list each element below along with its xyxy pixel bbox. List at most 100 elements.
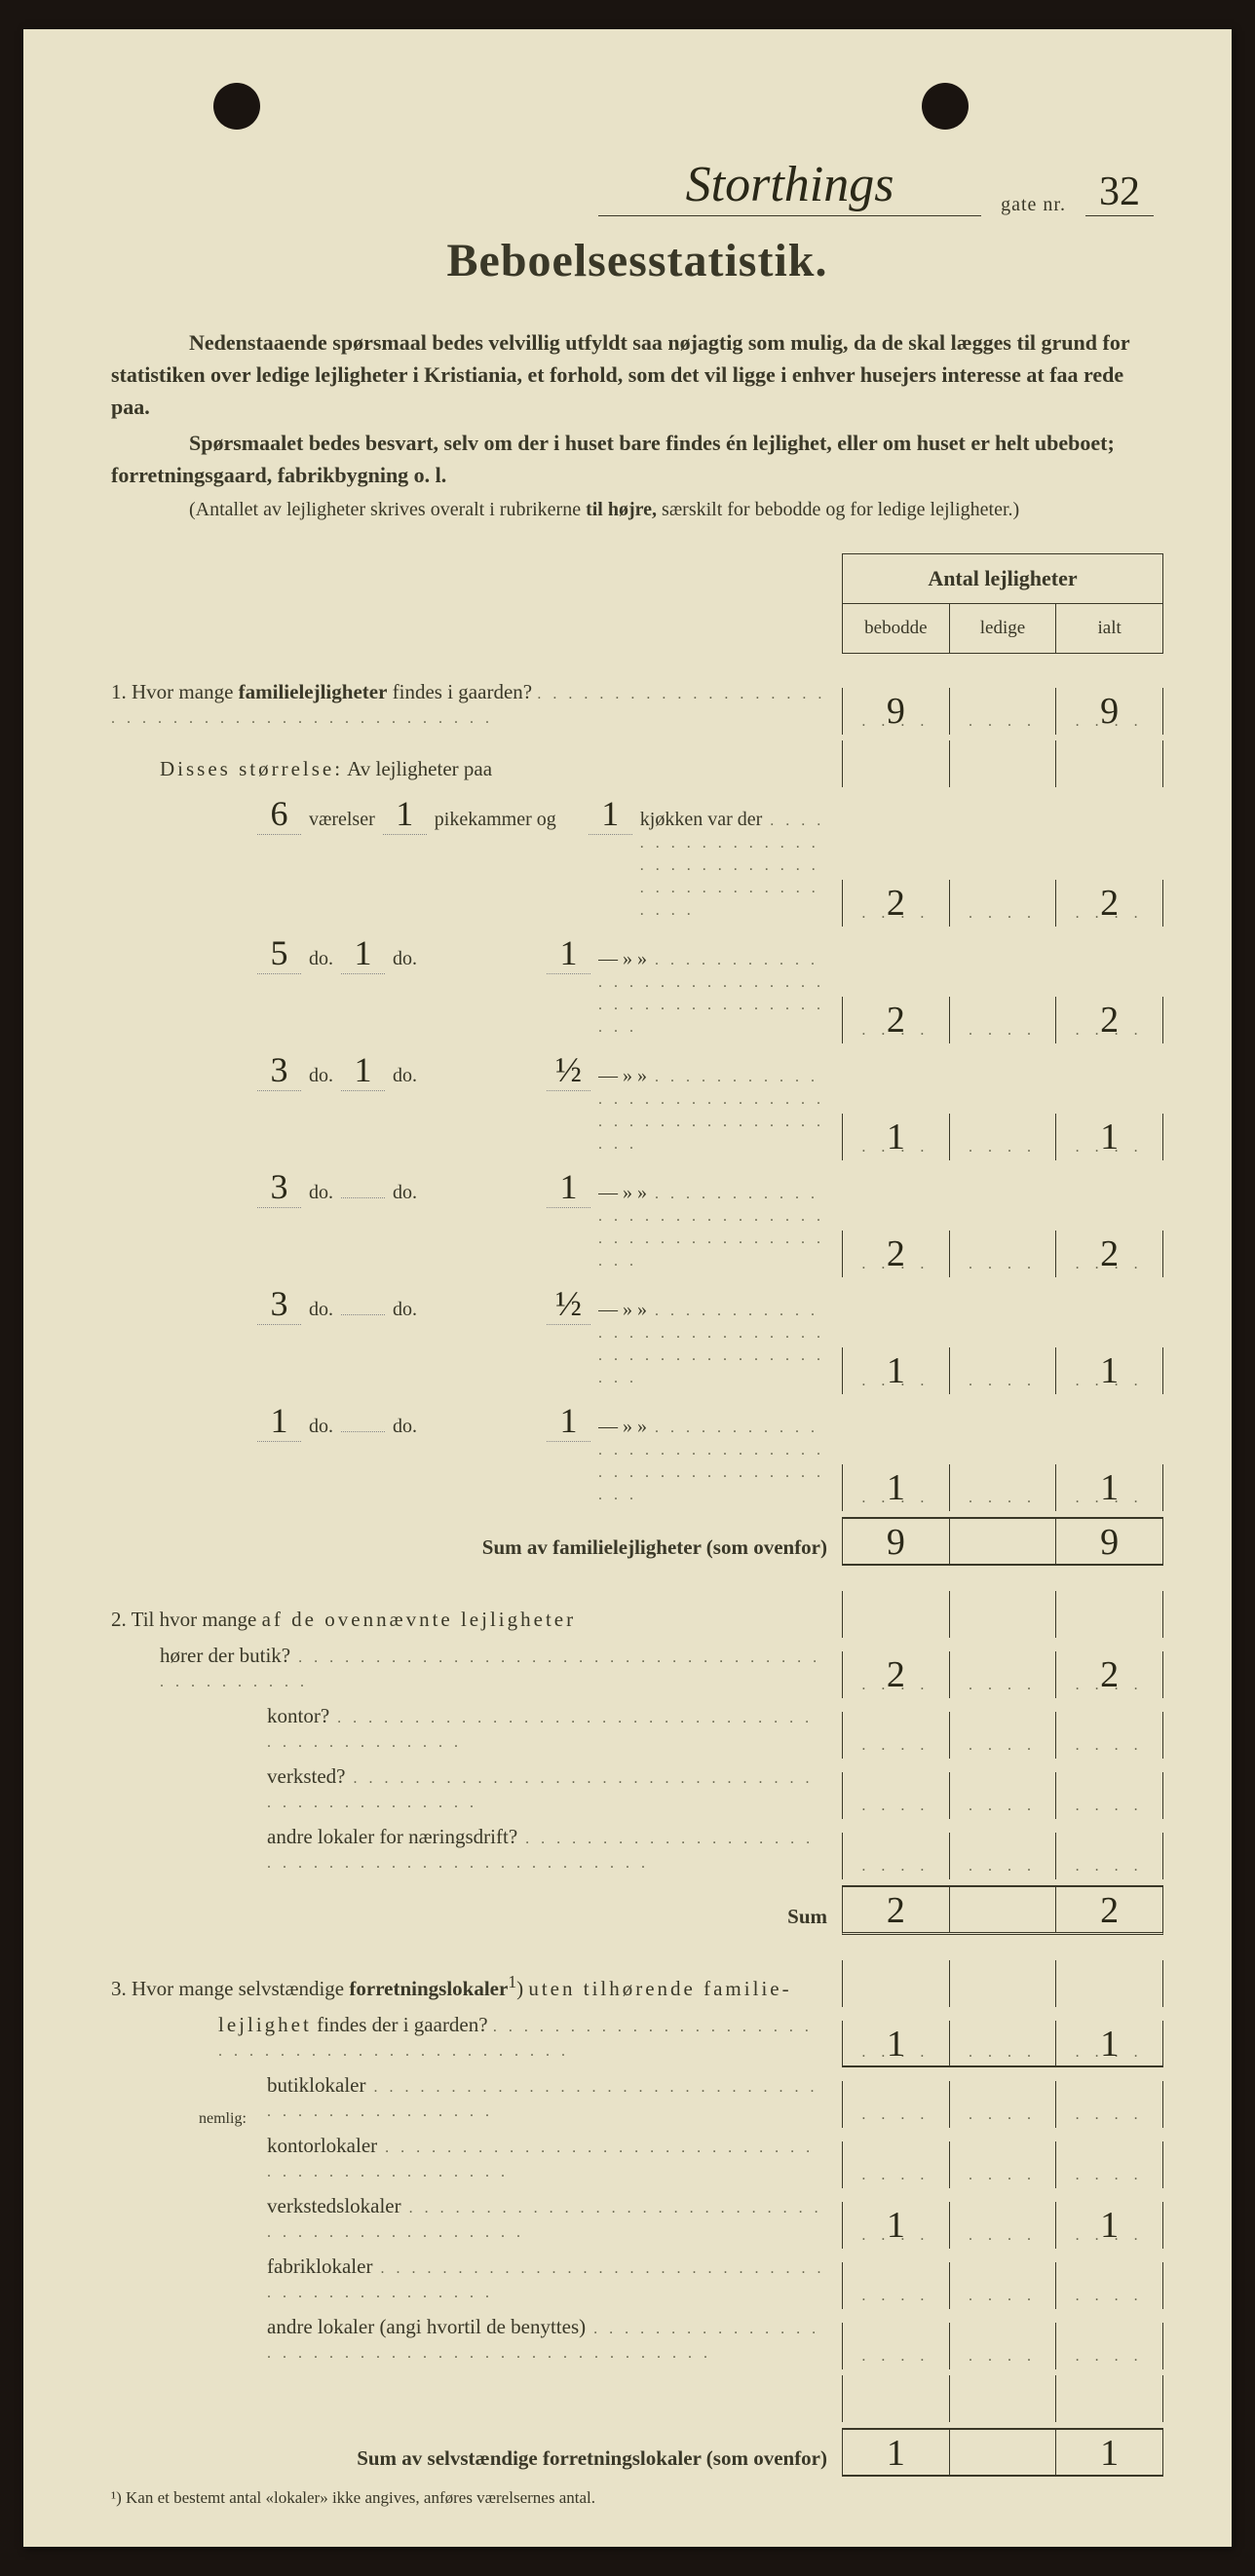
cell-ialt: 1 [1056, 2202, 1162, 2249]
cell-bebodde: 2 [843, 1651, 950, 1698]
cell-ialt: 1 [1056, 1347, 1162, 1394]
q3-header-row: 3. Hvor mange selvstændige forretningslo… [111, 1960, 1163, 2007]
cell-bebodde [843, 2141, 950, 2188]
q1-ialt: 9 [1056, 688, 1162, 735]
kjokken-value: 1 [547, 1400, 590, 1442]
vaerelser-label: værelser [309, 809, 375, 831]
gate-number: 32 [1085, 169, 1154, 216]
q1-sum-row: Sum av familielejligheter (som ovenfor) … [111, 1517, 1163, 1566]
q2-sum-row: Sum 2 2 [111, 1885, 1163, 1935]
col-ledige: ledige [950, 604, 1057, 653]
pikekammer-label: do. [393, 1065, 539, 1087]
q1-text: 1. Hvor mange familielejligheter findes … [111, 680, 842, 735]
q3-sum-bebodde: 1 [843, 2430, 950, 2475]
intro-p2: Spørsmaalet bedes besvart, selv om der i… [111, 427, 1163, 491]
q3-sum-ledige [950, 2430, 1057, 2475]
q1-subtitle-row: Disses størrelse: Av lejligheter paa [111, 740, 1163, 787]
q1-subtitle: Disses størrelse: Av lejligheter paa [111, 757, 842, 787]
cell-ledige [950, 997, 1057, 1043]
cell-ialt: 2 [1056, 997, 1162, 1043]
col-ialt: ialt [1056, 604, 1162, 653]
vaerelser-value: 3 [257, 1283, 301, 1325]
pikekammer-value [341, 1431, 385, 1432]
col-bebodde: bebodde [843, 604, 950, 653]
pikekammer-value: 1 [383, 793, 427, 835]
pikekammer-value: 1 [341, 932, 385, 974]
q1-size-row: 3 do. 1 do. ½ — » » 1 1 [111, 1049, 1163, 1160]
punch-hole-right [922, 83, 969, 130]
q3-row-label: verkstedslokaler [111, 2194, 842, 2249]
cell-ialt [1056, 2262, 1162, 2309]
q1-sum-bebodde: 9 [843, 1519, 950, 1564]
vaerelser-value: 3 [257, 1166, 301, 1208]
pikekammer-label: do. [393, 1416, 539, 1438]
q2-sum-ledige [950, 1887, 1057, 1932]
cell-bebodde: 2 [843, 997, 950, 1043]
q3-row-label: kontorlokaler [111, 2134, 842, 2188]
cell-ledige [950, 1833, 1057, 1879]
kjokken-label: kjøkken var der [640, 809, 827, 921]
cell-bebodde: 2 [843, 1231, 950, 1277]
q2-text: 2. Til hvor mange af de ovennævnte lejli… [111, 1608, 842, 1638]
kjokken-label: — » » [598, 1182, 827, 1271]
q2-row-label: andre lokaler for næringsdrift? [111, 1825, 842, 1879]
cell-ledige [950, 1231, 1057, 1277]
q2-sub-row: verksted? [111, 1764, 1163, 1819]
kjokken-label: — » » [598, 1416, 827, 1505]
document-page: Storthings gate nr. 32 Beboelsesstatisti… [23, 29, 1232, 2547]
cell-ledige [950, 1347, 1057, 1394]
q1-sum-ialt: 9 [1056, 1519, 1162, 1564]
vaerelser-value: 5 [257, 932, 301, 974]
cell-ialt [1056, 2081, 1162, 2128]
cell-ledige [950, 1651, 1057, 1698]
q2-row-label: hører der butik? [111, 1644, 842, 1698]
vaerelser-label: do. [309, 1182, 333, 1204]
gate-label: gate nr. [1001, 194, 1066, 216]
vaerelser-label: do. [309, 1299, 333, 1321]
intro-p1: Nedenstaaende spørsmaal bedes velvillig … [111, 326, 1163, 423]
q3-sub-row: fabriklokaler [111, 2254, 1163, 2309]
q3-sub-row: andre lokaler (angi hvortil de benyttes) [111, 2315, 1163, 2369]
questions: 1. Hvor mange familielejligheter findes … [111, 553, 1163, 2477]
pikekammer-label: do. [393, 1182, 539, 1204]
street-name: Storthings [598, 156, 981, 216]
q3-spacer [111, 2375, 1163, 2422]
kjokken-label: — » » [598, 1065, 827, 1155]
cell-bebodde [843, 2081, 950, 2128]
vaerelser-label: do. [309, 948, 333, 970]
q2-sub-row: kontor? [111, 1704, 1163, 1759]
q3-sum-row: Sum av selvstændige forretningslokaler (… [111, 2428, 1163, 2477]
cell-ledige [950, 1464, 1057, 1511]
cell-bebodde [843, 2323, 950, 2369]
header-address: Storthings gate nr. 32 [598, 156, 1154, 216]
cell-bebodde [843, 2262, 950, 2309]
q1-size-row: 3 do. do. ½ — » » 1 1 [111, 1283, 1163, 1394]
q3-sum-ialt: 1 [1056, 2430, 1162, 2475]
q2-row-label: kontor? [111, 1704, 842, 1759]
punch-hole-left [213, 83, 260, 130]
cell-ledige [950, 1772, 1057, 1819]
q1-size-row: 3 do. do. 1 — » » 2 2 [111, 1166, 1163, 1277]
cell-bebodde: 1 [843, 1464, 950, 1511]
q3-main-ledige [950, 2021, 1057, 2065]
vaerelser-label: do. [309, 1416, 333, 1438]
cell-ledige [950, 2081, 1057, 2128]
q3-line2-row: lejlighet findes der i gaarden? 1 1 [111, 2013, 1163, 2067]
q1-size-row: 1 do. do. 1 — » » 1 1 [111, 1400, 1163, 1511]
cell-ialt: 2 [1056, 1651, 1162, 1698]
cell-bebodde: 1 [843, 1347, 950, 1394]
cell-ledige [950, 880, 1057, 927]
page-title: Beboelsesstatistik. [111, 234, 1163, 287]
cell-ialt: 2 [1056, 1231, 1162, 1277]
cell-ialt [1056, 1833, 1162, 1879]
pikekammer-value [341, 1314, 385, 1315]
q3-main-ialt: 1 [1056, 2021, 1162, 2065]
cell-ialt: 1 [1056, 1464, 1162, 1511]
q2-sub-row: andre lokaler for næringsdrift? [111, 1825, 1163, 1879]
cell-ledige [950, 2323, 1057, 2369]
q2-sum-ialt: 2 [1056, 1887, 1162, 1932]
cell-ialt [1056, 2323, 1162, 2369]
q1-ledige [950, 688, 1057, 735]
nemlig-label: nemlig: [199, 2110, 247, 2128]
kjokken-value: 1 [547, 1166, 590, 1208]
